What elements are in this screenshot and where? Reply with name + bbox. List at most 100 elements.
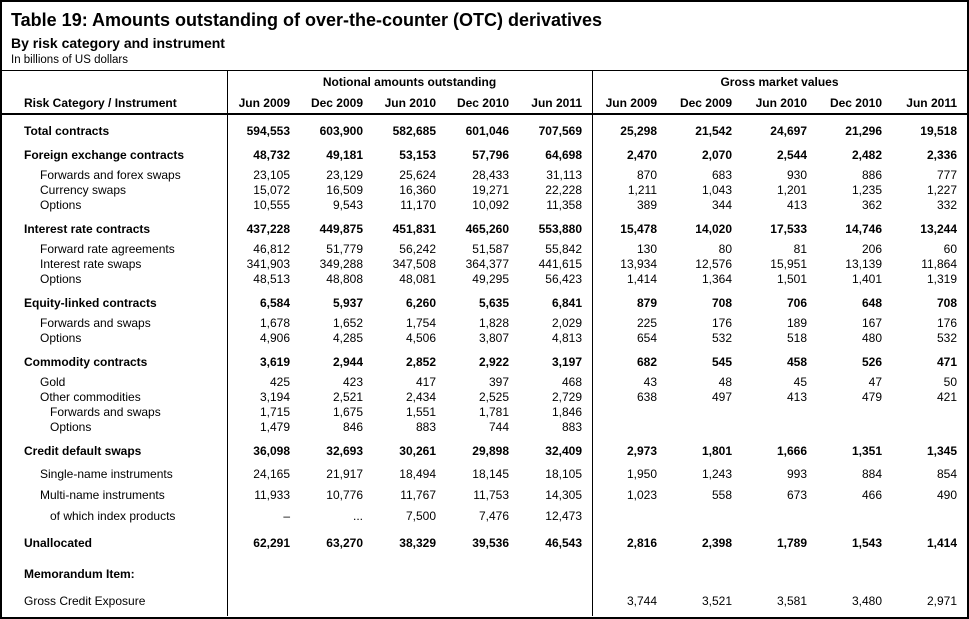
- row-label: Options: [40, 331, 82, 345]
- value-cell: [592, 405, 667, 420]
- row-label: Interest rate contracts: [24, 222, 151, 236]
- value-cell: [742, 405, 817, 420]
- column-header-jun-2009-gmv: Jun 2009: [605, 96, 657, 110]
- value-cell: 854: [936, 467, 957, 481]
- value-cell: 7,500: [405, 509, 436, 523]
- row-label: Forward rate agreements: [40, 242, 175, 256]
- row-label: Multi-name instruments: [40, 488, 165, 502]
- value-cell: 55,842: [545, 242, 582, 256]
- table-row: Single-name instruments 24,165 21,917 18,49…: [2, 464, 967, 485]
- value-cell: [592, 506, 667, 527]
- value-cell: [227, 567, 300, 582]
- value-cell: 648: [861, 296, 882, 310]
- value-cell: 870: [636, 168, 657, 182]
- value-cell: 24,697: [770, 124, 807, 138]
- row-label: Single-name instruments: [40, 467, 173, 481]
- value-cell: 5,937: [332, 296, 363, 310]
- value-cell: 341,903: [246, 257, 290, 271]
- value-cell: 12,576: [695, 257, 732, 271]
- value-cell: 347,508: [392, 257, 436, 271]
- value-cell: 883: [415, 420, 436, 434]
- table-row: Forward rate agreements 46,812 51,779 56,24…: [2, 242, 967, 257]
- value-cell: [667, 405, 742, 420]
- value-cell: 3,744: [626, 594, 657, 608]
- value-cell: 362: [861, 198, 882, 212]
- value-cell: [667, 506, 742, 527]
- value-cell: 10,092: [472, 198, 509, 212]
- row-label: Gross Credit Exposure: [24, 594, 146, 608]
- value-cell: 479: [861, 390, 882, 404]
- row-label: Equity-linked contracts: [24, 296, 157, 310]
- value-cell: 2,482: [851, 148, 882, 162]
- value-cell: 682: [636, 355, 657, 369]
- row-label: Interest rate swaps: [40, 257, 142, 271]
- value-cell: 3,807: [478, 331, 509, 345]
- value-cell: 6,841: [551, 296, 582, 310]
- value-cell: 130: [636, 242, 657, 256]
- value-cell: 17,533: [770, 222, 807, 236]
- value-cell: [817, 506, 892, 527]
- table-row: Options 1,479 846 883 744 883: [2, 420, 967, 435]
- row-label: Foreign exchange contracts: [24, 148, 185, 162]
- value-cell: 12,473: [545, 509, 582, 523]
- value-cell: 15,951: [770, 257, 807, 271]
- value-cell: 28,433: [472, 168, 509, 182]
- value-cell: 518: [786, 331, 807, 345]
- row-label: Forwards and forex swaps: [40, 168, 181, 182]
- value-cell: 51,779: [326, 242, 363, 256]
- value-cell: 558: [711, 488, 732, 502]
- value-cell: 437,228: [246, 222, 290, 236]
- value-cell: 19,271: [472, 183, 509, 197]
- value-cell: 1,715: [259, 405, 290, 419]
- table-row: Currency swaps 15,072 16,509 16,360 19,271 22…: [2, 183, 967, 198]
- value-cell: 25,298: [620, 124, 657, 138]
- value-cell: 32,693: [326, 444, 363, 458]
- value-cell: 594,553: [246, 124, 290, 138]
- value-cell: 2,544: [776, 148, 807, 162]
- value-cell: 4,813: [551, 331, 582, 345]
- value-cell: 11,933: [254, 488, 290, 502]
- value-cell: 48,513: [253, 272, 290, 286]
- value-cell: 11,358: [546, 198, 582, 212]
- value-cell: 14,020: [695, 222, 732, 236]
- value-cell: 332: [936, 198, 957, 212]
- value-cell: 1,043: [701, 183, 732, 197]
- value-cell: 2,336: [926, 148, 957, 162]
- value-cell: 3,619: [259, 355, 290, 369]
- row-header-label: Risk Category / Instrument: [24, 96, 177, 110]
- value-cell: 344: [711, 198, 732, 212]
- value-cell: –: [283, 509, 290, 523]
- value-cell: 883: [561, 420, 582, 434]
- value-cell: 1,319: [926, 272, 957, 286]
- value-cell: 526: [861, 355, 882, 369]
- value-cell: 30,261: [399, 444, 436, 458]
- row-label: Options: [40, 272, 82, 286]
- value-cell: 29,898: [472, 444, 509, 458]
- row-label: Currency swaps: [40, 183, 127, 197]
- value-cell: 1,543: [851, 536, 882, 550]
- value-cell: 2,070: [701, 148, 732, 162]
- table-row: Options 48,513 48,808 48,081 49,295 56,423 1,4…: [2, 272, 967, 287]
- value-cell: 930: [786, 168, 807, 182]
- value-cell: 673: [786, 488, 807, 502]
- row-label: Memorandum Item:: [24, 567, 135, 581]
- value-cell: 48,081: [399, 272, 436, 286]
- value-cell: 993: [786, 467, 807, 481]
- value-cell: 16,360: [399, 183, 436, 197]
- value-cell: [300, 567, 373, 582]
- value-cell: [667, 420, 742, 435]
- value-cell: 3,480: [851, 594, 882, 608]
- value-cell: 32,409: [545, 444, 582, 458]
- value-cell: 2,470: [626, 148, 657, 162]
- table-row: Gross Credit Exposure 3,744 3,521 3,581 3,48…: [2, 594, 967, 609]
- value-cell: 4,506: [405, 331, 436, 345]
- value-cell: 708: [711, 296, 732, 310]
- column-header-dec-2009-gmv: Dec 2009: [679, 96, 732, 110]
- value-cell: 2,944: [332, 355, 363, 369]
- column-header-jun-2010-gmv: Jun 2010: [755, 96, 807, 110]
- value-cell: 413: [786, 390, 807, 404]
- value-cell: 15,478: [620, 222, 657, 236]
- value-cell: 1,828: [478, 316, 509, 330]
- value-cell: 46,543: [545, 536, 582, 550]
- unit-note: In billions of US dollars: [11, 54, 128, 66]
